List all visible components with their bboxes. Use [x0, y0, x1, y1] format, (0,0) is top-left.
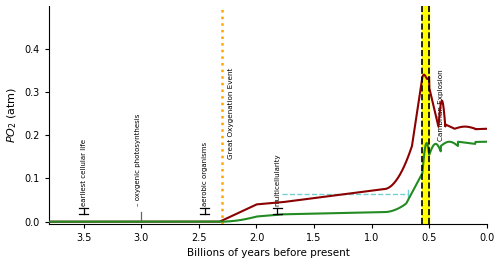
Text: earliest cellular life: earliest cellular life — [80, 139, 86, 206]
Text: Cambrian Explosion: Cambrian Explosion — [438, 69, 444, 141]
Text: multicellularity: multicellularity — [274, 153, 280, 206]
Text: Great Oxygenation Event: Great Oxygenation Event — [228, 68, 234, 159]
X-axis label: Billions of years before present: Billions of years before present — [186, 248, 350, 258]
Text: aerobic organisms: aerobic organisms — [202, 142, 207, 206]
Y-axis label: $PO_2$ (atm): $PO_2$ (atm) — [6, 87, 19, 143]
Text: – oxygenic photosynthesis: – oxygenic photosynthesis — [135, 113, 141, 206]
Bar — [422, 6, 429, 224]
